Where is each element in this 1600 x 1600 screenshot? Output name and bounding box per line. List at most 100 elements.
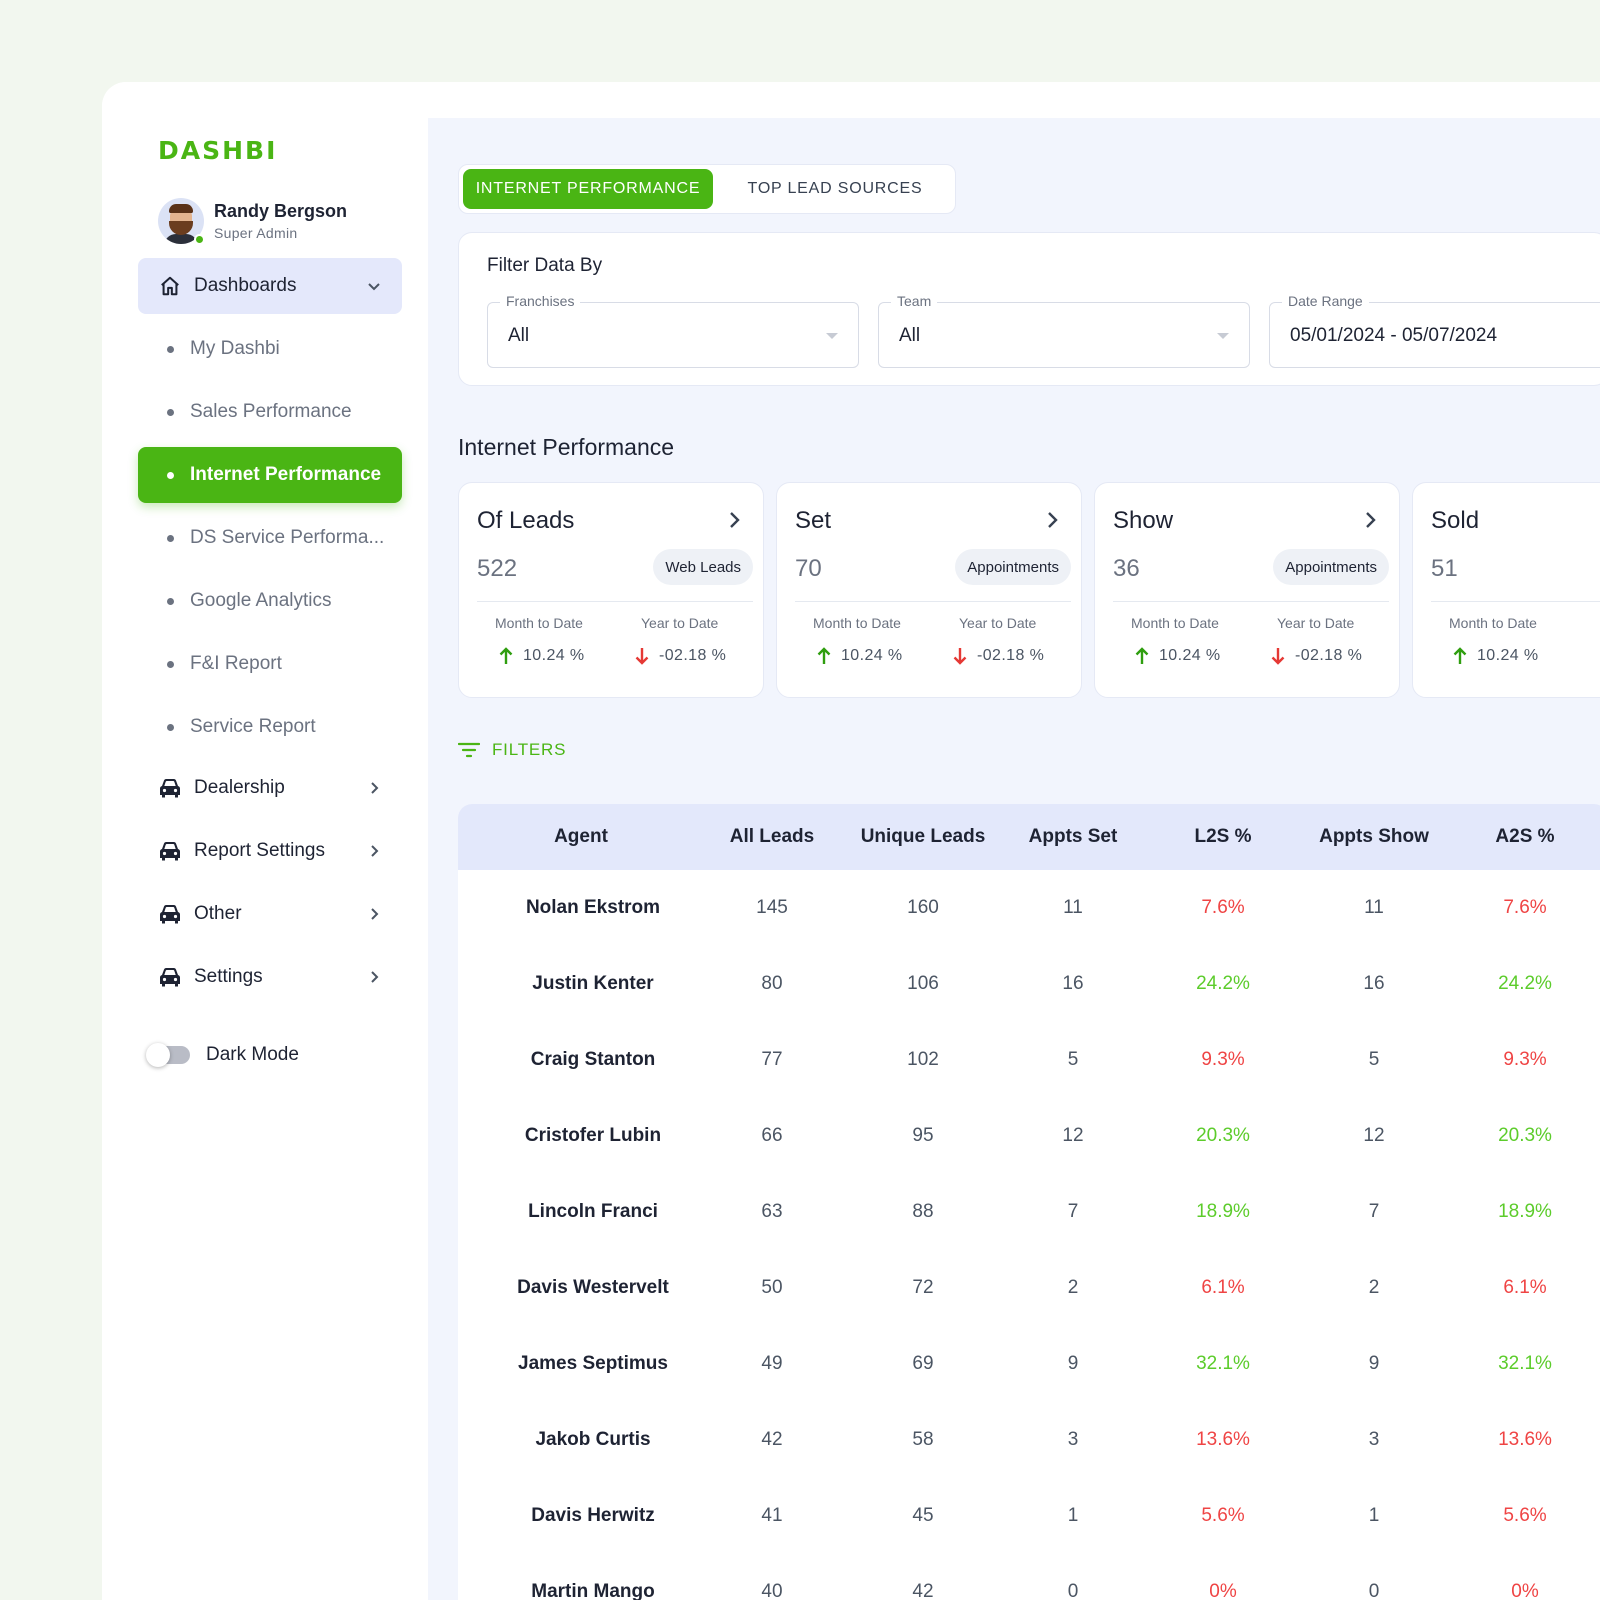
appts-set-cell: 9 xyxy=(1067,1353,1079,1374)
arrow-down-icon xyxy=(635,648,649,665)
user-profile[interactable]: Randy Bergson Super Admin xyxy=(158,198,347,245)
l2s-cell: 7.6% xyxy=(1201,897,1245,918)
l2s-cell: 13.6% xyxy=(1196,1429,1250,1450)
stat-value: 36 xyxy=(1113,555,1140,582)
ytd-value: -02.18 % xyxy=(977,647,1045,664)
table-row[interactable]: Jakob Curtis 42 58 3 13.6% 3 13.6% xyxy=(458,1402,1600,1478)
appts-show-cell: 7 xyxy=(1368,1201,1380,1222)
stat-card-set[interactable]: Set 70 Appointments Month to Date 10.24 … xyxy=(776,482,1082,698)
chevron-right-icon[interactable] xyxy=(723,509,745,531)
chevron-right-icon[interactable] xyxy=(1041,509,1063,531)
column-header-unique-leads[interactable]: Unique Leads xyxy=(860,826,986,847)
column-header-appts-show[interactable]: Appts Show xyxy=(1319,826,1429,847)
stat-badge: Web Leads xyxy=(653,549,753,585)
agent-cell: Nolan Ekstrom xyxy=(525,897,661,918)
table-row[interactable]: Martin Mango 40 42 0 0% 0 0% xyxy=(458,1554,1600,1600)
table-row[interactable]: Craig Stanton 77 102 5 9.3% 5 9.3% xyxy=(458,1022,1600,1098)
unique-leads-cell: 95 xyxy=(912,1125,934,1146)
column-header-agent[interactable]: Agent xyxy=(554,826,608,847)
l2s-cell: 9.3% xyxy=(1201,1049,1245,1070)
franchises-select[interactable]: Franchises All xyxy=(487,293,859,368)
appts-show-cell: 5 xyxy=(1368,1049,1380,1070)
mtd-change: 10.24 % xyxy=(1135,647,1221,665)
franchises-value: All xyxy=(508,325,530,346)
appts-set-cell: 7 xyxy=(1067,1201,1079,1222)
nav-report-settings-label: Report Settings xyxy=(194,840,325,861)
a2s-cell: 6.1% xyxy=(1503,1277,1547,1298)
team-select[interactable]: Team All xyxy=(878,293,1250,368)
ytd-change: -02.18 % xyxy=(953,647,1044,665)
column-header-all-leads[interactable]: All Leads xyxy=(729,826,815,847)
a2s-cell: 20.3% xyxy=(1498,1125,1552,1146)
ytd-label: Year to Date xyxy=(641,615,719,631)
dark-mode-toggle[interactable] xyxy=(146,1043,190,1067)
nav-report-settings[interactable]: Report Settings xyxy=(138,823,402,879)
all-leads-cell: 42 xyxy=(761,1429,783,1450)
sidebar-item-fi-report[interactable]: F&I Report xyxy=(138,636,402,692)
bullet-icon xyxy=(167,345,174,353)
sidebar-item-internet-performance[interactable]: Internet Performance xyxy=(138,447,402,503)
agent-cell: Davis Herwitz xyxy=(531,1505,655,1526)
nav-dealership[interactable]: Dealership xyxy=(138,760,402,816)
l2s-cell: 24.2% xyxy=(1196,973,1250,994)
sidebar-item-label: My Dashbi xyxy=(190,338,280,359)
date-range-picker[interactable]: Date Range 05/01/2024 - 05/07/2024 xyxy=(1269,293,1600,368)
column-header-a2s[interactable]: A2S % xyxy=(1495,826,1555,847)
a2s-cell: 32.1% xyxy=(1498,1353,1552,1374)
sidebar-item-service-report[interactable]: Service Report xyxy=(138,699,402,755)
arrow-up-icon xyxy=(1453,647,1467,664)
table-header: Agent All Leads Unique Leads Appts Set L… xyxy=(458,804,1600,870)
appts-set-cell: 0 xyxy=(1067,1581,1079,1600)
l2s-cell: 6.1% xyxy=(1201,1277,1245,1298)
car-icon xyxy=(158,965,182,989)
ytd-value: -02.18 % xyxy=(659,647,727,664)
main-content: INTERNET PERFORMANCE TOP LEAD SOURCES Fi… xyxy=(428,118,1600,1600)
sidebar-item-label: F&I Report xyxy=(190,653,282,674)
sidebar-item-sales-performance[interactable]: Sales Performance xyxy=(138,384,402,440)
sidebar-item-my-dashbi[interactable]: My Dashbi xyxy=(138,321,402,377)
appts-set-cell: 2 xyxy=(1067,1277,1079,1298)
tab-internet-performance[interactable]: INTERNET PERFORMANCE xyxy=(463,169,713,209)
table-row[interactable]: James Septimus 49 69 9 32.1% 9 32.1% xyxy=(458,1326,1600,1402)
nav-dashboards[interactable]: Dashboards xyxy=(138,258,402,314)
tab-top-lead-sources[interactable]: TOP LEAD SOURCES xyxy=(747,180,923,197)
column-header-appts-set[interactable]: Appts Set xyxy=(1028,826,1118,847)
nav-settings[interactable]: Settings xyxy=(138,949,402,1005)
stat-card-sold[interactable]: Sold 51 Month to Date 10.24 % xyxy=(1412,482,1600,698)
nav-other[interactable]: Other xyxy=(138,886,402,942)
appts-show-cell: 3 xyxy=(1368,1429,1380,1450)
all-leads-cell: 41 xyxy=(761,1505,783,1526)
stat-value: 51 xyxy=(1431,555,1458,582)
agent-cell: Lincoln Franci xyxy=(528,1201,658,1222)
nav-other-label: Other xyxy=(194,903,242,924)
sidebar-item-google-analytics[interactable]: Google Analytics xyxy=(138,573,402,629)
mtd-value: 10.24 % xyxy=(1159,647,1221,664)
stat-card-leads[interactable]: Of Leads 522 Web Leads Month to Date 10.… xyxy=(458,482,764,698)
logo[interactable]: DASHBI xyxy=(158,136,277,165)
chevron-right-icon[interactable] xyxy=(1359,509,1381,531)
ytd-change: -02.18 % xyxy=(1271,647,1362,665)
sidebar-item-ds-service-performance[interactable]: DS Service Performa... xyxy=(138,510,402,566)
home-icon xyxy=(158,274,182,298)
appts-set-cell: 11 xyxy=(1063,897,1083,918)
filters-button[interactable]: FILTERS xyxy=(458,740,566,760)
stat-card-show[interactable]: Show 36 Appointments Month to Date 10.24… xyxy=(1094,482,1400,698)
table-row[interactable]: Davis Westervelt 50 72 2 6.1% 2 6.1% xyxy=(458,1250,1600,1326)
table-row[interactable]: Lincoln Franci 63 88 7 18.9% 7 18.9% xyxy=(458,1174,1600,1250)
a2s-cell: 0% xyxy=(1511,1581,1539,1600)
arrow-down-icon xyxy=(953,648,967,665)
arrow-down-icon xyxy=(1271,648,1285,665)
appts-show-cell: 16 xyxy=(1363,973,1385,994)
mtd-label: Month to Date xyxy=(495,615,583,631)
mtd-change: 10.24 % xyxy=(817,647,903,665)
ytd-label: Year to Date xyxy=(959,615,1037,631)
table-row[interactable]: Cristofer Lubin 66 95 12 20.3% 12 20.3% xyxy=(458,1098,1600,1174)
table-row[interactable]: Justin Kenter 80 106 16 24.2% 16 24.2% xyxy=(458,946,1600,1022)
caret-down-icon xyxy=(1217,333,1229,339)
agent-cell: Justin Kenter xyxy=(532,973,654,994)
table-row[interactable]: Nolan Ekstrom 145 160 11 7.6% 11 7.6% xyxy=(458,870,1600,946)
a2s-cell: 7.6% xyxy=(1503,897,1547,918)
all-leads-cell: 66 xyxy=(761,1125,783,1146)
column-header-l2s[interactable]: L2S % xyxy=(1194,826,1252,847)
table-row[interactable]: Davis Herwitz 41 45 1 5.6% 1 5.6% xyxy=(458,1478,1600,1554)
